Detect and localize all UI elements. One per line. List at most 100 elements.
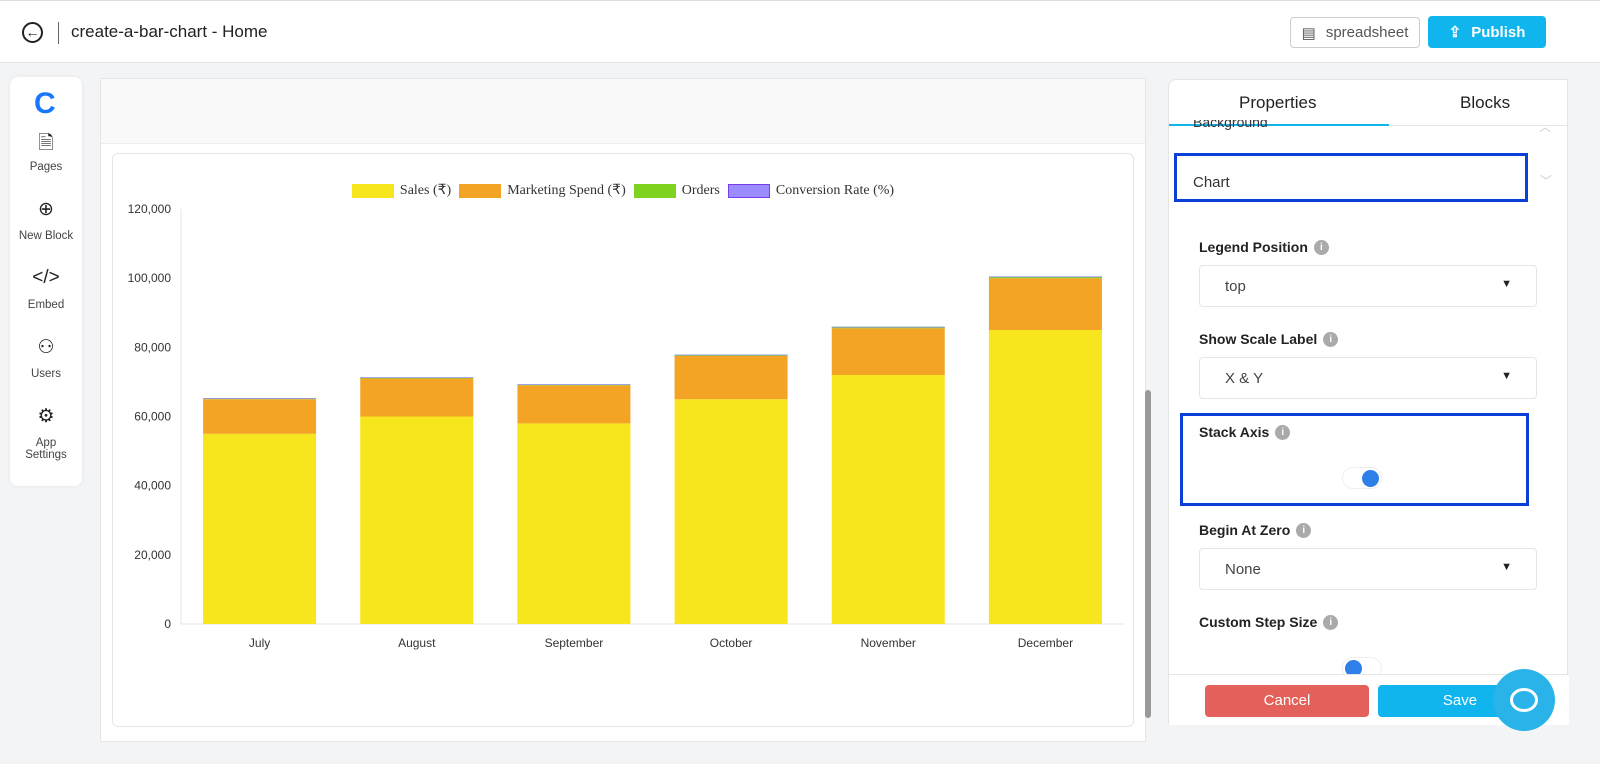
legend-label: Marketing Spend (₹) <box>507 183 626 198</box>
spreadsheet-label: spreadsheet <box>1325 24 1409 41</box>
sidebar-item-new-block[interactable]: ⊕ New Block <box>10 198 82 242</box>
label-text: Legend Position <box>1199 239 1308 255</box>
info-icon[interactable]: i <box>1313 239 1329 255</box>
sidebar-item-embed[interactable]: </> Embed <box>10 267 82 311</box>
legend-position-select[interactable]: top ▼ <box>1199 265 1537 307</box>
code-icon: </> <box>32 267 60 288</box>
tab-properties[interactable]: Properties <box>1239 93 1317 112</box>
legend-item[interactable]: Sales (₹) <box>351 182 452 199</box>
show-scale-label-label: Show Scale Label i <box>1199 331 1339 347</box>
x-tick-label: July <box>249 636 270 650</box>
users-icon: ⚇ <box>37 337 55 358</box>
bar-segment <box>360 377 474 379</box>
legend-swatch <box>727 183 770 198</box>
stack-axis-toggle[interactable] <box>1342 467 1382 489</box>
divider <box>58 22 59 44</box>
cancel-button[interactable]: Cancel <box>1205 685 1369 717</box>
publish-label: Publish <box>1471 23 1526 41</box>
chart-section-highlight <box>1174 153 1528 202</box>
bar-segment <box>203 433 317 624</box>
label-text: Custom Step Size <box>1199 614 1318 630</box>
bar-segment <box>988 330 1102 624</box>
active-tab-indicator <box>1169 124 1389 126</box>
info-icon[interactable]: i <box>1275 424 1291 440</box>
panel-tabs: Properties Blocks <box>1169 80 1569 126</box>
label-text: Show Scale Label <box>1199 331 1318 347</box>
sidebar-item-pages[interactable]: 🗎 Pages <box>10 129 82 173</box>
sidebar-label: App Settings <box>25 437 67 461</box>
chat-widget-button[interactable] <box>1493 669 1555 731</box>
page-title: create-a-bar-chart - Home <box>71 22 268 41</box>
begin-at-zero-label: Begin At Zero i <box>1199 522 1312 538</box>
chevron-up-icon[interactable]: ︿ <box>1539 120 1552 134</box>
bar-segment <box>831 326 945 328</box>
toggle-knob <box>1362 470 1379 487</box>
document-icon: 🗎 <box>38 133 54 154</box>
y-tick-label: 0 <box>164 617 171 631</box>
y-tick-label: 60,000 <box>134 410 171 424</box>
caret-down-icon: ▼ <box>1501 278 1512 290</box>
sidebar-item-users[interactable]: ⚇ Users <box>10 336 82 380</box>
bar-segment <box>360 416 474 624</box>
select-value: X & Y <box>1225 370 1264 387</box>
legend-swatch <box>459 183 502 198</box>
bar-segment <box>203 399 317 434</box>
chat-icon <box>1510 688 1538 712</box>
canvas-scrollbar[interactable] <box>1145 390 1151 718</box>
legend-position-label: Legend Position i <box>1199 239 1329 255</box>
begin-at-zero-select[interactable]: None ▼ <box>1199 548 1537 590</box>
show-scale-label-select[interactable]: X & Y ▼ <box>1199 357 1537 399</box>
share-icon: ⇪ <box>1448 24 1462 41</box>
bar-segment <box>831 375 945 624</box>
back-icon[interactable]: ← <box>22 22 43 43</box>
spreadsheet-button[interactable]: ▤ spreadsheet <box>1290 17 1420 48</box>
table-icon: ▤ <box>1301 24 1316 42</box>
publish-button[interactable]: ⇪ Publish <box>1428 16 1546 48</box>
bar-segment <box>988 278 1102 331</box>
bar-segment <box>988 276 1102 279</box>
legend-item[interactable]: Conversion Rate (%) <box>727 182 895 199</box>
tab-blocks[interactable]: Blocks <box>1460 93 1511 112</box>
caret-down-icon: ▼ <box>1501 561 1512 573</box>
x-tick-label: October <box>710 636 753 650</box>
custom-step-size-toggle[interactable] <box>1342 657 1382 679</box>
bar-segment <box>360 378 474 417</box>
select-value: None <box>1225 561 1261 578</box>
x-tick-label: December <box>1018 636 1073 650</box>
sidebar-label: Embed <box>27 299 65 311</box>
sidebar-label: Users <box>30 368 62 380</box>
y-tick-label: 100,000 <box>128 271 172 285</box>
legend-label: Conversion Rate (%) <box>775 182 895 198</box>
y-tick-label: 120,000 <box>128 202 172 216</box>
legend-label: Orders <box>681 182 720 198</box>
bar-chart-block[interactable]: 0 20,000 40,000 60,000 80,000 100,000 120,000 J… <box>112 153 1134 727</box>
bar-segment <box>674 399 788 624</box>
select-value: top <box>1225 278 1246 295</box>
bar-segment <box>203 398 317 399</box>
top-bar: ← create-a-bar-chart - Home ▤ spreadsheet… <box>0 0 1600 63</box>
sidebar: C 🗎 Pages ⊕ New Block </> Embed ⚇ Users ⚙ App… <box>10 77 82 486</box>
x-tick-label: September <box>545 636 604 650</box>
sidebar-label: New Block <box>18 230 74 242</box>
bar-segment <box>517 384 631 386</box>
info-icon[interactable]: i <box>1323 614 1339 630</box>
legend-swatch <box>351 183 394 198</box>
stack-axis-label: Stack Axis i <box>1199 424 1291 440</box>
info-icon[interactable]: i <box>1323 331 1339 347</box>
section-chart[interactable]: Chart <box>1193 174 1230 191</box>
y-tick-label: 80,000 <box>134 340 171 354</box>
custom-step-size-label: Custom Step Size i <box>1199 614 1339 630</box>
plus-circle-icon: ⊕ <box>38 199 54 220</box>
chart-legend: Sales (₹) Marketing Spend (₹) Orders Con… <box>113 182 1133 199</box>
chevron-down-icon[interactable]: ﹀ <box>1540 174 1553 188</box>
info-icon[interactable]: i <box>1296 522 1312 538</box>
section-background[interactable]: Background <box>1193 120 1268 130</box>
legend-swatch <box>633 183 676 198</box>
gear-icon: ⚙ <box>37 406 55 427</box>
bar-chart: 0 20,000 40,000 60,000 80,000 100,000 120,000 J… <box>128 202 1124 650</box>
bar-segment <box>674 355 788 400</box>
legend-item[interactable]: Marketing Spend (₹) <box>459 182 626 199</box>
sidebar-item-app-settings[interactable]: ⚙ App Settings <box>10 405 82 461</box>
legend-label: Sales (₹) <box>399 183 452 198</box>
legend-item[interactable]: Orders <box>633 182 720 199</box>
